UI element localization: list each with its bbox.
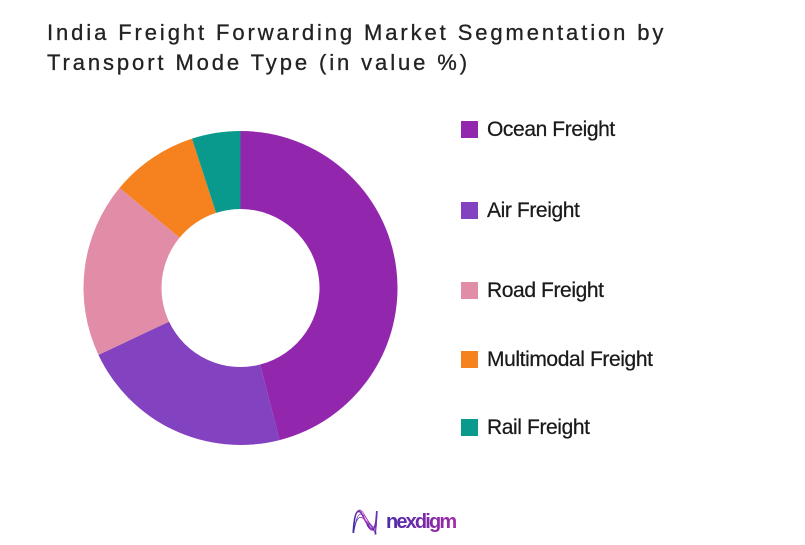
svg-text:nexdigm: nexdigm bbox=[386, 511, 456, 533]
